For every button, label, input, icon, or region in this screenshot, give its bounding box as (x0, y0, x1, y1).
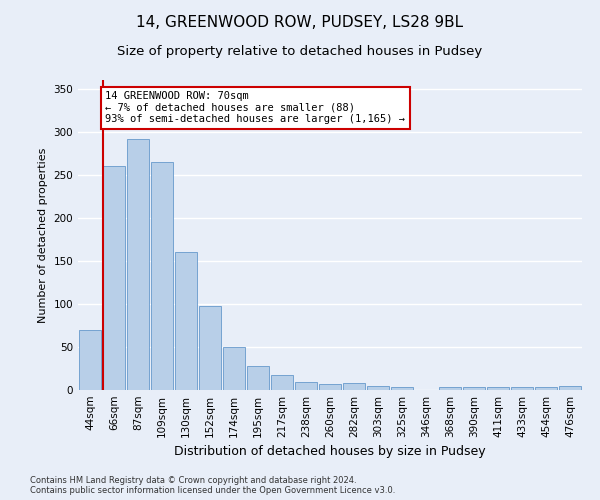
Bar (223, 347, 245, 390)
Bar (247, 366, 269, 390)
Bar (463, 386, 485, 390)
Bar (271, 374, 293, 390)
Bar (199, 306, 221, 390)
Bar (535, 388, 557, 390)
Bar (103, 166, 125, 390)
Bar (343, 383, 365, 390)
Bar (511, 386, 533, 390)
Bar (127, 138, 149, 390)
Bar (319, 384, 341, 390)
Text: 14 GREENWOOD ROW: 70sqm
← 7% of detached houses are smaller (88)
93% of semi-det: 14 GREENWOOD ROW: 70sqm ← 7% of detached… (106, 91, 406, 124)
Bar (487, 388, 509, 390)
Bar (559, 386, 581, 390)
Text: Contains HM Land Registry data © Crown copyright and database right 2024.
Contai: Contains HM Land Registry data © Crown c… (30, 476, 395, 495)
Text: 14, GREENWOOD ROW, PUDSEY, LS28 9BL: 14, GREENWOOD ROW, PUDSEY, LS28 9BL (136, 15, 464, 30)
Bar (367, 386, 389, 390)
Bar (439, 386, 461, 390)
Bar (391, 388, 413, 390)
Text: Size of property relative to detached houses in Pudsey: Size of property relative to detached ho… (118, 45, 482, 58)
Bar (175, 252, 197, 390)
Y-axis label: Number of detached properties: Number of detached properties (38, 148, 48, 322)
Bar (151, 162, 173, 390)
Bar (295, 382, 317, 390)
X-axis label: Distribution of detached houses by size in Pudsey: Distribution of detached houses by size … (174, 446, 486, 458)
Bar (79, 330, 101, 390)
